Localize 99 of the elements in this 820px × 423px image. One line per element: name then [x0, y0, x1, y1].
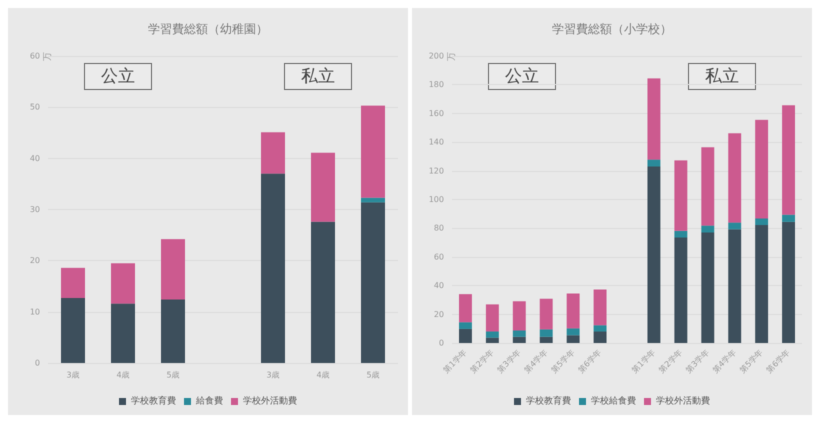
y-tick-label: 60 — [434, 252, 444, 262]
x-tick-label: 4歳 — [116, 370, 130, 380]
bar — [459, 328, 472, 343]
bar — [361, 202, 385, 363]
y-tick-label: 10 — [30, 307, 40, 316]
y-tick-label: 30 — [30, 205, 40, 214]
bar — [674, 160, 688, 231]
bar — [486, 304, 499, 332]
bar — [566, 328, 580, 336]
bar — [61, 268, 85, 298]
bar — [594, 332, 607, 343]
bar — [512, 330, 526, 337]
x-tick-label: 第6学年 — [576, 348, 604, 375]
x-tick-label: 第4学年 — [710, 348, 738, 375]
bar — [540, 336, 553, 343]
y-tick-label: 200 — [428, 52, 444, 60]
x-tick-label: 第2学年 — [468, 348, 496, 375]
legend-label: 学校給食費 — [591, 396, 636, 406]
bar — [261, 174, 285, 363]
bar — [674, 230, 688, 238]
bar — [512, 336, 526, 343]
bar — [361, 198, 385, 202]
y-axis-title: 万 — [447, 52, 457, 61]
annotation: 私立 — [705, 66, 739, 86]
bar — [701, 147, 714, 226]
bar — [111, 304, 135, 363]
bar — [782, 214, 795, 222]
x-tick-label: 5歳 — [166, 370, 180, 380]
bar — [459, 294, 472, 322]
bar — [512, 301, 526, 331]
bar — [647, 166, 660, 343]
y-tick-label: 20 — [30, 256, 40, 266]
bar — [594, 325, 607, 332]
bar — [540, 298, 553, 330]
annotation: 私立 — [301, 66, 335, 86]
bar — [311, 152, 335, 222]
y-tick-label: 180 — [428, 80, 444, 90]
bar — [728, 133, 742, 223]
legend-label: 給食費 — [195, 396, 223, 406]
bar — [540, 329, 553, 337]
x-tick-label: 第5学年 — [738, 348, 765, 375]
legend-label: 学校外活動費 — [243, 396, 297, 406]
x-tick-label: 第3学年 — [496, 348, 522, 375]
x-tick-label: 第6学年 — [764, 348, 792, 375]
bar — [728, 229, 742, 343]
bar — [261, 132, 285, 174]
bar — [311, 222, 335, 363]
annotation: 公立 — [505, 66, 539, 86]
bar — [486, 332, 499, 338]
x-tick-label: 第5学年 — [549, 348, 576, 375]
bar — [459, 322, 472, 329]
y-tick-label: 140 — [428, 138, 444, 147]
x-tick-label: 3歳 — [66, 370, 80, 380]
bar — [594, 289, 607, 326]
bar — [755, 218, 768, 226]
bar — [701, 226, 714, 233]
chart-title: 学習費総額（幼稚園） — [148, 22, 268, 36]
bar — [161, 300, 185, 363]
legend-label: 学校外活動費 — [656, 396, 710, 406]
legend-label: 学校教育費 — [131, 396, 176, 406]
bar — [361, 106, 385, 198]
y-tick-label: 20 — [434, 310, 444, 319]
y-tick-label: 40 — [434, 281, 444, 290]
y-tick-label: 80 — [434, 224, 444, 233]
y-tick-label: 100 — [428, 195, 444, 204]
bar — [566, 293, 580, 328]
x-tick-label: 5歳 — [366, 370, 380, 380]
bar — [111, 263, 135, 304]
bar — [701, 232, 714, 343]
x-tick-label: 4歳 — [316, 370, 330, 380]
y-axis-title: 万 — [43, 52, 53, 61]
y-tick-label: 160 — [428, 108, 444, 118]
y-tick-label: 120 — [428, 166, 444, 176]
x-tick-label: 3歳 — [266, 370, 280, 380]
bar — [647, 160, 660, 166]
bar — [674, 238, 688, 343]
y-tick-label: 60 — [30, 52, 40, 60]
bar — [161, 239, 185, 300]
bar — [647, 78, 660, 160]
y-tick-label: 0 — [34, 358, 40, 368]
legend-label: 学校教育費 — [526, 396, 571, 406]
bar — [61, 298, 85, 363]
bar — [755, 225, 768, 343]
bar — [486, 338, 499, 343]
y-tick-label: 50 — [30, 102, 40, 112]
bar — [782, 105, 795, 215]
chart-title: 学習費総額（小学校） — [552, 22, 672, 36]
y-tick-label: 0 — [438, 338, 444, 348]
x-tick-label: 第4学年 — [522, 348, 550, 375]
x-tick-label: 第2学年 — [657, 348, 684, 375]
annotation: 公立 — [101, 66, 135, 86]
bar — [755, 120, 768, 218]
y-tick-label: 40 — [30, 154, 40, 163]
bar — [782, 222, 795, 343]
x-tick-label: 第1学年 — [630, 348, 658, 375]
x-tick-label: 第1学年 — [442, 348, 469, 375]
x-tick-label: 第3学年 — [684, 348, 711, 375]
bar — [728, 222, 742, 230]
bar — [566, 335, 580, 343]
